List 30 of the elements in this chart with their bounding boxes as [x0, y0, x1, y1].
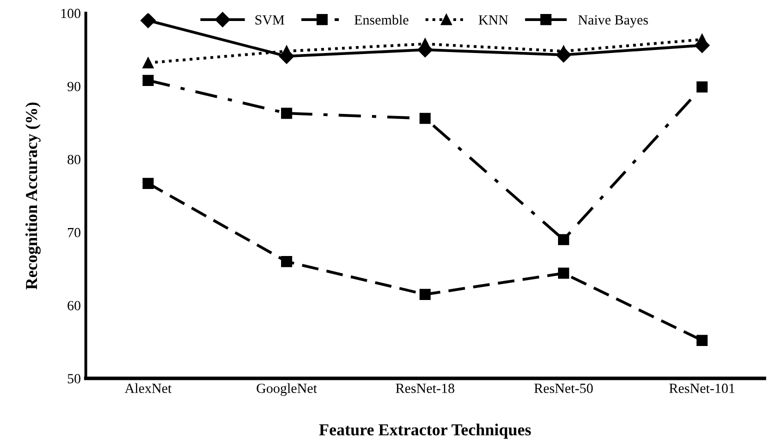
point [142, 74, 154, 86]
point [696, 81, 708, 93]
x-tick-label: AlexNet [124, 383, 172, 394]
y-axis-title: Recognition Accuracy (%) [25, 102, 41, 290]
point [556, 47, 572, 62]
point [281, 108, 292, 119]
point [420, 112, 431, 124]
point [696, 334, 708, 346]
point [140, 13, 156, 28]
point [281, 256, 292, 268]
legend-label: Naive Bayes [578, 15, 648, 28]
point [558, 234, 570, 246]
x-tick-label: ResNet-101 [669, 384, 734, 394]
point [420, 288, 431, 300]
legend-label: Ensemble [354, 14, 408, 25]
y-tick-label: 50 [68, 374, 80, 384]
x-tick-label: GoogleNet [256, 383, 317, 396]
x-tick-label: ResNet-50 [534, 384, 593, 394]
y-tick-label: 60 [68, 300, 80, 310]
legend-label: KNN [478, 15, 508, 24]
y-tick-label: 90 [67, 82, 80, 92]
y-tick-label: 70 [68, 228, 80, 238]
y-tick-label: 100 [61, 8, 80, 18]
legend-label: SVM [255, 15, 284, 25]
point [142, 178, 154, 189]
x-axis-title: Feature Extractor Techniques [319, 424, 531, 439]
y-tick-label: 80 [68, 154, 80, 164]
point [142, 57, 154, 68]
point [558, 268, 570, 279]
x-tick-label: ResNet-18 [396, 384, 454, 394]
